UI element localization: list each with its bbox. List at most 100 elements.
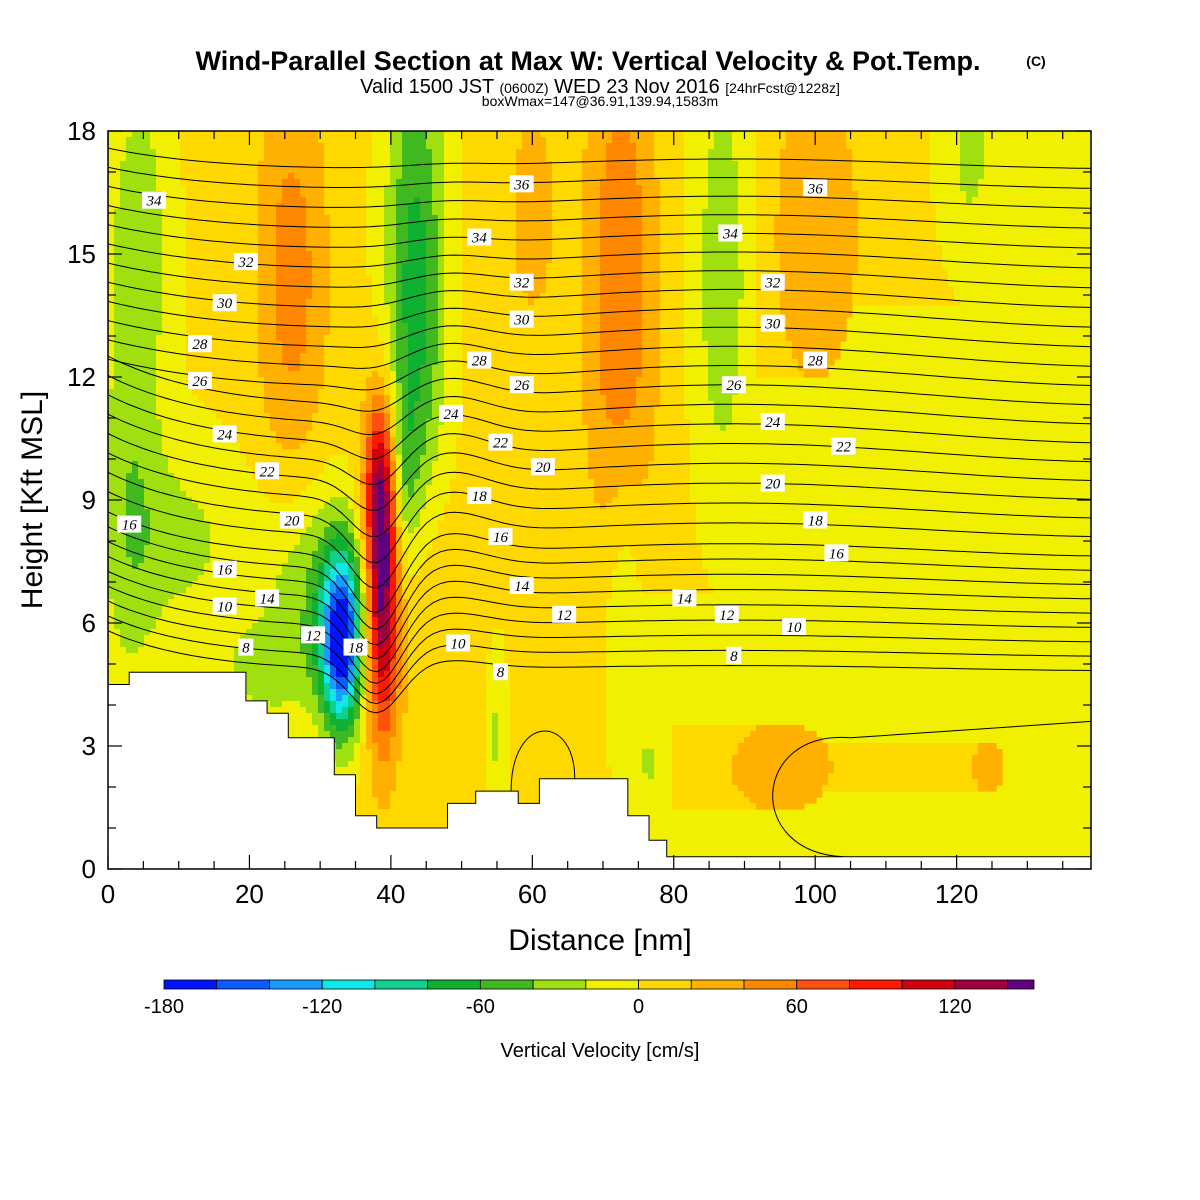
velocity-cell bbox=[390, 383, 397, 390]
colorbar-tick-label: -60 bbox=[466, 996, 495, 1018]
velocity-cell bbox=[600, 257, 643, 264]
velocity-cell bbox=[360, 599, 367, 606]
velocity-cell bbox=[330, 677, 337, 684]
velocity-cell bbox=[300, 353, 325, 360]
velocity-cell bbox=[402, 605, 409, 612]
velocity-cell bbox=[444, 245, 463, 252]
velocity-cell bbox=[306, 569, 319, 576]
velocity-cell bbox=[348, 539, 355, 546]
velocity-cell bbox=[336, 665, 349, 672]
velocity-cell bbox=[402, 671, 409, 678]
velocity-cell bbox=[360, 773, 373, 780]
velocity-cell bbox=[426, 227, 439, 234]
velocity-cell bbox=[444, 215, 463, 222]
velocity-cell bbox=[498, 737, 511, 744]
velocity-cell bbox=[498, 755, 511, 762]
velocity-cell bbox=[828, 743, 979, 750]
velocity-cell bbox=[378, 551, 391, 558]
velocity-cell bbox=[978, 779, 1003, 786]
velocity-cell bbox=[312, 605, 319, 612]
colorbar: -180 -120 -60 0 60 120 bbox=[144, 979, 1035, 1018]
velocity-cell bbox=[600, 365, 643, 372]
velocity-cell bbox=[600, 287, 643, 294]
contour-label: 8 bbox=[492, 663, 508, 681]
velocity-cell bbox=[522, 143, 547, 150]
velocity-cell bbox=[942, 257, 1003, 264]
velocity-cell bbox=[438, 437, 457, 444]
velocity-cell bbox=[156, 179, 181, 186]
velocity-cell bbox=[360, 515, 367, 522]
velocity-cell bbox=[108, 167, 121, 174]
velocity-cell bbox=[462, 191, 517, 198]
colorbar-tick-label: -120 bbox=[302, 996, 342, 1018]
velocity-cell bbox=[486, 707, 511, 714]
velocity-cell bbox=[702, 287, 745, 294]
contour-label-bg bbox=[212, 425, 237, 443]
velocity-cell bbox=[282, 443, 301, 450]
velocity-cell bbox=[390, 419, 397, 426]
velocity-cell bbox=[744, 275, 757, 282]
contour-label-text: 12 bbox=[719, 608, 735, 624]
contour-label-text: 20 bbox=[765, 477, 781, 493]
velocity-cell bbox=[594, 479, 643, 486]
velocity-cell bbox=[354, 749, 361, 756]
velocity-cell bbox=[132, 563, 139, 570]
y-tick-label: 18 bbox=[67, 116, 96, 146]
velocity-cell bbox=[654, 755, 673, 762]
velocity-cell bbox=[432, 161, 445, 168]
velocity-cell bbox=[606, 719, 667, 726]
velocity-cell bbox=[426, 551, 619, 558]
contour-label-bg bbox=[718, 224, 743, 242]
velocity-cell bbox=[606, 635, 649, 642]
velocity-cell bbox=[738, 341, 757, 348]
velocity-cell bbox=[684, 263, 703, 270]
colorbar-tick-label: -180 bbox=[144, 996, 184, 1018]
velocity-cell bbox=[642, 185, 661, 192]
velocity-cell bbox=[396, 377, 409, 384]
contour-label-text: 22 bbox=[260, 464, 276, 480]
velocity-cell bbox=[756, 143, 787, 150]
velocity-cell bbox=[360, 671, 367, 678]
velocity-cell bbox=[450, 479, 595, 486]
velocity-cell bbox=[552, 239, 583, 246]
velocity-cell bbox=[606, 713, 667, 720]
velocity-cell bbox=[660, 317, 685, 324]
velocity-cell bbox=[444, 227, 463, 234]
velocity-cell bbox=[708, 155, 733, 162]
velocity-cell bbox=[276, 311, 307, 318]
velocity-cell bbox=[708, 161, 739, 168]
velocity-cell bbox=[108, 341, 115, 348]
velocity-cell bbox=[618, 491, 691, 498]
velocity-cell bbox=[312, 593, 319, 600]
velocity-cell bbox=[330, 323, 379, 330]
velocity-cell bbox=[612, 773, 649, 780]
contour-label: 30 bbox=[212, 294, 237, 312]
velocity-cell bbox=[432, 173, 445, 180]
velocity-cell bbox=[390, 365, 397, 372]
velocity-cell bbox=[756, 365, 799, 372]
velocity-cell bbox=[492, 731, 499, 738]
velocity-cell bbox=[270, 593, 307, 600]
velocity-cell bbox=[156, 383, 193, 390]
velocity-cell bbox=[600, 185, 643, 192]
velocity-cell bbox=[330, 287, 373, 294]
velocity-cell bbox=[672, 737, 745, 744]
velocity-cell bbox=[396, 209, 409, 216]
velocity-cell bbox=[114, 275, 163, 282]
velocity-cell bbox=[606, 623, 649, 630]
velocity-cell bbox=[348, 629, 355, 636]
velocity-cell bbox=[672, 767, 733, 774]
velocity-cell bbox=[960, 149, 985, 156]
velocity-cell bbox=[180, 143, 265, 150]
velocity-cell bbox=[438, 533, 697, 540]
velocity-cell bbox=[324, 377, 367, 384]
velocity-cell bbox=[660, 281, 685, 288]
velocity-cell bbox=[708, 167, 739, 174]
velocity-cell bbox=[408, 233, 427, 240]
velocity-cell bbox=[426, 311, 439, 318]
contour-label-text: 24 bbox=[765, 415, 781, 431]
velocity-cell bbox=[456, 473, 589, 480]
velocity-cell bbox=[360, 665, 367, 672]
velocity-cell bbox=[348, 545, 355, 552]
velocity-cell bbox=[378, 509, 385, 516]
